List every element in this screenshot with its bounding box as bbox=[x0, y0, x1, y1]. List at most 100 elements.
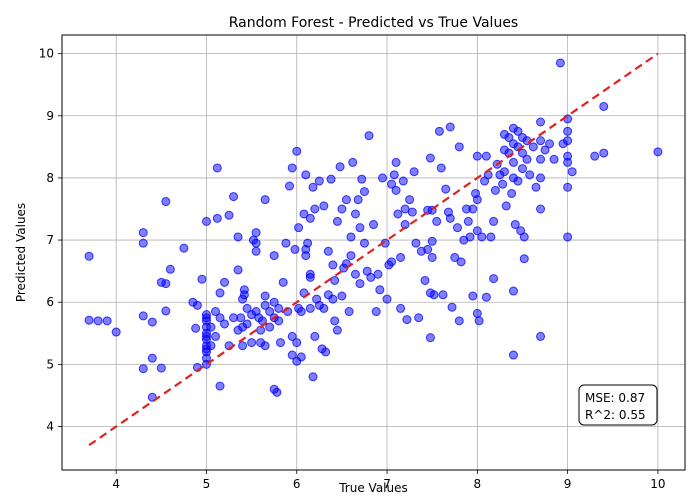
data-point bbox=[477, 232, 487, 242]
x-tick-label: 9 bbox=[564, 477, 572, 491]
data-point bbox=[265, 322, 275, 332]
data-point bbox=[111, 327, 121, 337]
y-tick-label: 6 bbox=[46, 295, 54, 309]
data-point bbox=[472, 195, 482, 205]
data-point bbox=[499, 167, 509, 177]
data-point bbox=[265, 307, 275, 317]
data-point bbox=[233, 232, 243, 242]
x-axis-title: True Values bbox=[338, 481, 408, 495]
data-point bbox=[507, 188, 517, 198]
data-point bbox=[517, 164, 527, 174]
chart-title: Random Forest - Predicted vs True Values bbox=[229, 15, 518, 31]
x-tick-label: 5 bbox=[203, 477, 211, 491]
data-point bbox=[407, 207, 417, 217]
x-tick-label: 8 bbox=[474, 477, 482, 491]
data-point bbox=[215, 288, 225, 298]
data-point bbox=[402, 315, 412, 325]
data-point bbox=[260, 195, 270, 205]
data-point bbox=[468, 204, 478, 214]
data-point bbox=[382, 294, 392, 304]
data-point bbox=[563, 136, 573, 146]
data-point bbox=[599, 101, 609, 111]
data-point bbox=[425, 153, 435, 163]
stats-box: MSE: 0.87 R^2: 0.55 bbox=[578, 384, 658, 426]
data-point bbox=[212, 163, 222, 173]
data-point bbox=[84, 315, 94, 325]
y-tick-label: 10 bbox=[39, 47, 54, 61]
stats-mse-text: MSE: 0.87 bbox=[585, 391, 645, 405]
data-point bbox=[536, 136, 546, 146]
data-point bbox=[387, 179, 397, 189]
data-point bbox=[508, 157, 518, 167]
data-point bbox=[239, 290, 249, 300]
data-point bbox=[563, 182, 573, 192]
data-point bbox=[138, 311, 148, 321]
data-point bbox=[201, 331, 211, 341]
data-point bbox=[474, 316, 484, 326]
data-point bbox=[161, 197, 171, 207]
data-point bbox=[563, 232, 573, 242]
data-point bbox=[375, 285, 385, 295]
data-point bbox=[260, 341, 270, 351]
data-point bbox=[341, 195, 351, 205]
data-point bbox=[536, 173, 546, 183]
data-point bbox=[373, 269, 383, 279]
data-point bbox=[301, 170, 311, 180]
y-axis-title: Predicted Values bbox=[14, 203, 28, 302]
data-point bbox=[147, 317, 157, 327]
data-point bbox=[555, 58, 565, 68]
data-point bbox=[545, 139, 555, 149]
data-point bbox=[337, 204, 347, 214]
data-point bbox=[197, 274, 207, 284]
data-point bbox=[138, 228, 148, 238]
data-point bbox=[498, 179, 508, 189]
data-point bbox=[445, 213, 455, 223]
data-point bbox=[274, 316, 284, 326]
y-tick-label: 8 bbox=[46, 171, 54, 185]
data-point bbox=[201, 216, 211, 226]
data-point bbox=[323, 246, 333, 256]
data-point bbox=[287, 331, 297, 341]
data-point bbox=[350, 269, 360, 279]
data-point bbox=[215, 313, 225, 323]
data-point bbox=[481, 151, 491, 161]
data-point bbox=[292, 146, 302, 156]
data-point bbox=[290, 244, 300, 254]
data-point bbox=[260, 291, 270, 301]
data-point bbox=[161, 279, 171, 289]
data-point bbox=[350, 209, 360, 219]
data-point bbox=[206, 322, 216, 332]
data-point bbox=[305, 269, 315, 279]
data-point bbox=[238, 341, 248, 351]
data-point bbox=[447, 302, 457, 312]
data-point bbox=[489, 216, 499, 226]
data-point bbox=[456, 257, 466, 267]
data-point bbox=[147, 353, 157, 363]
data-point bbox=[364, 131, 374, 141]
data-point bbox=[287, 350, 297, 360]
data-point bbox=[292, 338, 302, 348]
data-point bbox=[359, 187, 369, 197]
data-point bbox=[369, 220, 378, 230]
data-point bbox=[326, 174, 336, 184]
y-tick-label: 7 bbox=[46, 233, 54, 247]
data-point bbox=[220, 319, 230, 329]
data-point bbox=[513, 176, 523, 186]
data-point bbox=[357, 174, 367, 184]
data-point bbox=[517, 148, 527, 158]
data-point bbox=[425, 333, 435, 343]
data-point bbox=[233, 265, 243, 275]
data-point bbox=[536, 154, 546, 164]
data-point bbox=[305, 303, 315, 313]
data-point bbox=[454, 316, 464, 326]
data-point bbox=[161, 306, 171, 316]
data-point bbox=[391, 185, 401, 195]
data-point bbox=[335, 162, 345, 172]
data-point bbox=[337, 291, 347, 301]
data-point bbox=[519, 254, 529, 264]
data-point bbox=[393, 209, 403, 219]
data-point bbox=[434, 126, 444, 136]
data-point bbox=[396, 303, 406, 313]
